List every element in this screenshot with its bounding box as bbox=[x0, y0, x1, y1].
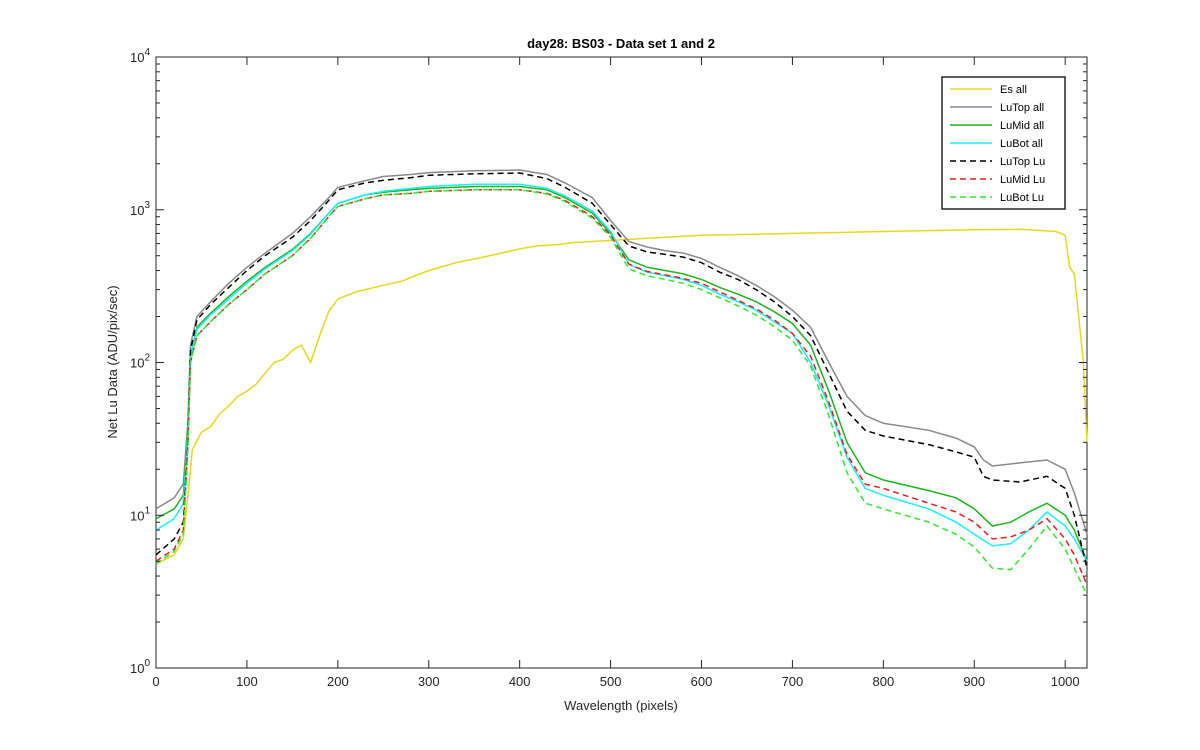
series-line-6 bbox=[155, 189, 1088, 596]
y-tick-label: 102 bbox=[130, 353, 150, 371]
legend-label-3: LuBot all bbox=[1000, 138, 1043, 150]
x-tick-label: 0 bbox=[152, 674, 159, 689]
y-tick-label: 101 bbox=[130, 505, 150, 523]
series-line-0 bbox=[155, 228, 1088, 565]
legend-label-0: Es all bbox=[1000, 84, 1027, 96]
legend-label-6: LuBot Lu bbox=[1000, 192, 1044, 204]
chart-title: day28: BS03 - Data set 1 and 2 bbox=[527, 36, 715, 51]
series-line-1 bbox=[155, 169, 1088, 535]
x-axis-label: Wavelength (pixels) bbox=[564, 698, 678, 713]
legend-label-4: LuTop Lu bbox=[1000, 156, 1045, 168]
x-tick-label: 100 bbox=[236, 674, 258, 689]
y-tick-label: 103 bbox=[130, 200, 150, 218]
ticks-layer: 0 100 200 300 400 500 600 700 800 900 100010010110… bbox=[130, 47, 1087, 689]
legend-label-2: LuMid all bbox=[1000, 120, 1044, 132]
legend: Es all LuTop all LuMid all LuBot all LuTop L… bbox=[941, 76, 1066, 210]
x-tick-label: 700 bbox=[782, 674, 804, 689]
series-line-2 bbox=[155, 185, 1088, 562]
x-tick-label: 800 bbox=[872, 674, 894, 689]
x-tick-label: 600 bbox=[691, 674, 713, 689]
x-tick-label: 300 bbox=[418, 674, 440, 689]
x-tick-label: 900 bbox=[963, 674, 985, 689]
series-layer bbox=[155, 169, 1088, 596]
x-tick-label: 400 bbox=[509, 674, 531, 689]
y-axis-label: Net Lu Data (ADU/pix/sec) bbox=[105, 285, 120, 438]
y-tick-label: 100 bbox=[130, 658, 150, 676]
legend-label-1: LuTop all bbox=[1000, 102, 1044, 114]
y-tick-label: 104 bbox=[130, 47, 150, 65]
series-line-5 bbox=[155, 189, 1088, 586]
x-tick-label: 500 bbox=[600, 674, 622, 689]
x-tick-label: 200 bbox=[327, 674, 349, 689]
legend-label-5: LuMid Lu bbox=[1000, 174, 1045, 186]
x-tick-label: 1000 bbox=[1051, 674, 1080, 689]
